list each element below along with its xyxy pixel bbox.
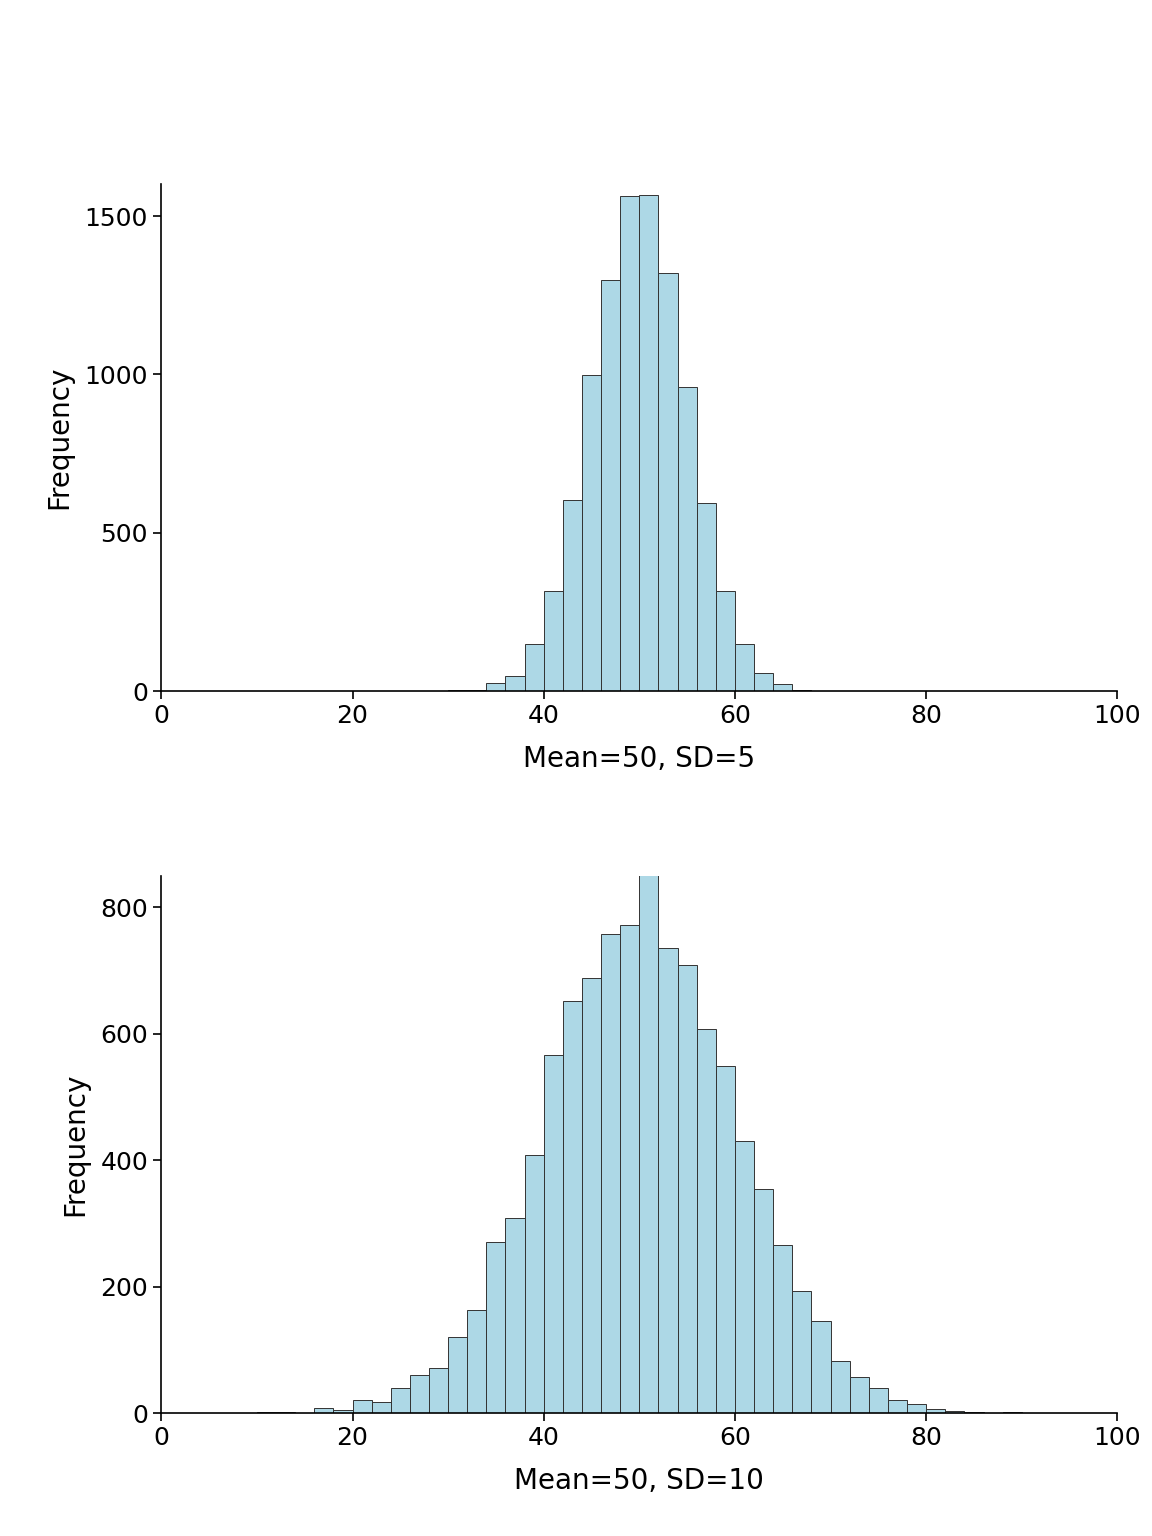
Bar [372, 1402, 391, 1413]
X-axis label: Mean=50, SD=5: Mean=50, SD=5 [523, 745, 756, 773]
Bar [946, 1410, 964, 1413]
Bar [601, 280, 620, 691]
Bar [697, 504, 715, 691]
Y-axis label: Frequency: Frequency [45, 366, 74, 510]
Bar [410, 1375, 429, 1413]
Bar [715, 591, 735, 691]
Bar [659, 948, 677, 1413]
Bar [811, 1321, 831, 1413]
Bar [888, 1401, 907, 1413]
Bar [773, 684, 793, 691]
Bar [639, 195, 659, 691]
Bar [524, 1155, 544, 1413]
Bar [735, 644, 755, 691]
Bar [831, 1361, 850, 1413]
Bar [506, 676, 524, 691]
Bar [677, 965, 697, 1413]
Bar [314, 1409, 333, 1413]
Bar [601, 934, 620, 1413]
Bar [850, 1378, 869, 1413]
X-axis label: Mean=50, SD=10: Mean=50, SD=10 [515, 1467, 764, 1495]
Bar [333, 1410, 353, 1413]
Bar [486, 1243, 506, 1413]
Bar [620, 925, 639, 1413]
Bar [620, 195, 639, 691]
Bar [506, 1218, 524, 1413]
Bar [563, 1001, 582, 1413]
Bar [429, 1367, 448, 1413]
Bar [353, 1399, 372, 1413]
Bar [639, 874, 659, 1413]
Y-axis label: Frequency: Frequency [61, 1072, 89, 1217]
Bar [773, 1244, 793, 1413]
Bar [524, 644, 544, 691]
Bar [677, 387, 697, 691]
Bar [869, 1389, 888, 1413]
Bar [735, 1141, 755, 1413]
Bar [544, 591, 563, 691]
Bar [793, 1292, 811, 1413]
Bar [926, 1410, 946, 1413]
Bar [755, 1189, 773, 1413]
Bar [715, 1066, 735, 1413]
Bar [582, 978, 601, 1413]
Bar [907, 1404, 926, 1413]
Bar [486, 684, 506, 691]
Bar [468, 1310, 486, 1413]
Bar [391, 1389, 410, 1413]
Bar [659, 273, 677, 691]
Bar [544, 1055, 563, 1413]
Bar [697, 1029, 715, 1413]
Bar [582, 375, 601, 691]
Bar [755, 673, 773, 691]
Bar [448, 1338, 468, 1413]
Bar [563, 501, 582, 691]
